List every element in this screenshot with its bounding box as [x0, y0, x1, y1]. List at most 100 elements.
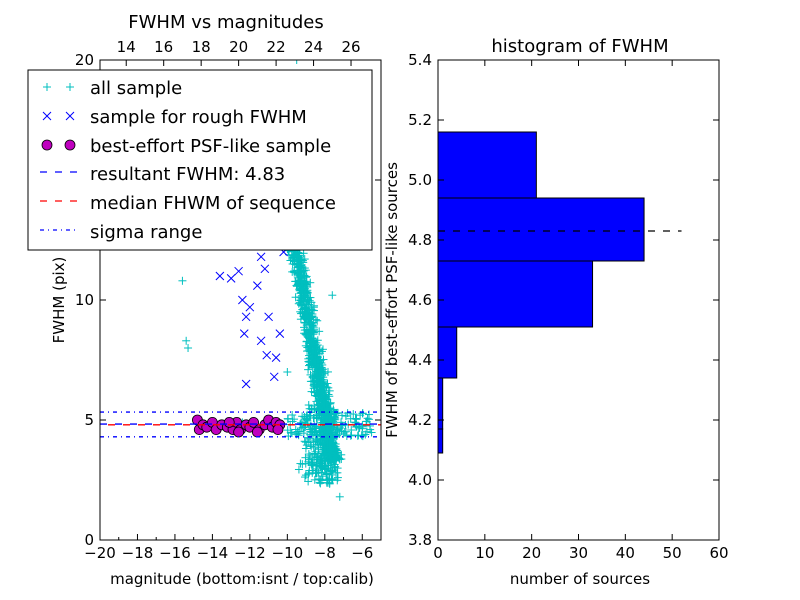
top-x-tick-label: 16	[154, 38, 173, 56]
data-point-plus	[330, 441, 339, 450]
legend-marker-x	[42, 111, 52, 121]
left-chart-title: FWHM vs magnitudes	[128, 12, 323, 33]
legend-marker-plus	[66, 83, 74, 91]
data-point-plus	[337, 418, 346, 427]
data-point-circle	[251, 426, 263, 438]
data-point-plus	[178, 276, 187, 285]
data-point-plus	[301, 459, 310, 468]
data-point-plus	[316, 440, 325, 449]
data-point-x	[241, 379, 251, 389]
data-point-plus	[313, 341, 322, 350]
right-x-axis-label: number of sources	[510, 570, 650, 588]
legend-entry-psf-sample: best-effort PSF-like sample	[41, 136, 331, 157]
data-point-plus	[325, 479, 334, 488]
data-point-plus	[318, 472, 327, 481]
right-plot-area	[438, 131, 682, 454]
data-point-circle	[233, 426, 245, 438]
data-point-plus	[314, 373, 323, 382]
data-point-plus	[307, 442, 316, 451]
data-point-plus	[301, 303, 310, 312]
data-point-plus	[358, 409, 367, 418]
data-point-x	[239, 329, 249, 338]
legend-marker-circle	[64, 139, 76, 151]
data-point-plus	[321, 457, 330, 466]
data-point-x	[253, 281, 262, 290]
data-point-plus	[301, 341, 310, 350]
data-point-circle	[272, 424, 284, 436]
x-tick-label: 60	[709, 544, 728, 562]
data-point-plus	[341, 412, 350, 421]
data-point-plus	[308, 460, 317, 469]
histogram-bar	[438, 131, 537, 199]
x-tick-label: −10	[272, 544, 304, 562]
legend-label: sample for rough FWHM	[90, 107, 307, 128]
data-point-plus	[305, 455, 314, 464]
data-point-plus	[292, 281, 301, 290]
legend-label: median FHWM of sequence	[90, 193, 336, 214]
x-tick-label: −8	[314, 544, 336, 562]
data-point-plus	[297, 278, 306, 287]
data-point-x	[260, 264, 270, 274]
data-point-plus	[314, 445, 323, 454]
data-point-plus	[182, 336, 191, 345]
data-point-plus	[317, 363, 326, 372]
top-x-tick-label: 14	[117, 38, 136, 56]
data-point-x	[234, 266, 243, 276]
data-point-plus	[289, 257, 298, 266]
data-point-plus	[300, 412, 309, 421]
data-point-plus	[300, 293, 309, 302]
y-tick-label: 4.8	[408, 231, 432, 249]
data-point-plus	[321, 448, 330, 457]
data-point-plus	[303, 316, 312, 325]
top-x-tick-label: 26	[341, 38, 360, 56]
data-point-plus	[333, 473, 342, 482]
right-axis-ticks: 0 10 20 30 40 50 60 3.8 4.0 4.2 4.4 4.6 4.8 5.0 5.2 5.4	[408, 51, 728, 562]
data-point-plus	[354, 431, 363, 440]
data-point-plus	[306, 328, 315, 337]
data-point-plus	[310, 421, 319, 430]
data-point-plus	[331, 468, 340, 477]
legend-marker-circle	[41, 139, 53, 151]
right-y-axis-label: FWHM of best-effort PSF-like sources	[383, 162, 401, 438]
histogram-bar	[438, 428, 444, 454]
legend-entry-all-sample: all sample	[43, 78, 182, 99]
legend-box	[27, 69, 373, 251]
data-point-plus	[317, 476, 326, 485]
right-histogram-panel: 0 10 20 30 40 50 60 3.8 4.0 4.2 4.4 4.6 4.8 5.0 5.2 5.4…	[383, 36, 729, 588]
legend-marker-circle	[41, 139, 76, 151]
data-point-plus	[324, 410, 333, 419]
data-point-x	[262, 350, 272, 360]
legend-label: all sample	[90, 78, 182, 99]
data-point-circle	[223, 416, 235, 428]
legend: all sample sample for rough FWHM best-ef…	[27, 69, 373, 251]
data-point-plus	[307, 387, 316, 396]
data-point-plus	[303, 419, 312, 428]
data-point-plus	[304, 477, 313, 486]
histogram-bar	[438, 197, 645, 262]
data-point-plus	[358, 424, 367, 433]
data-point-plus	[301, 438, 310, 447]
legend-entry-rough-sample: sample for rough FWHM	[42, 107, 307, 128]
data-point-plus	[340, 427, 349, 436]
data-point-plus	[315, 367, 324, 376]
data-point-plus	[288, 267, 297, 276]
y-tick-label: 4.2	[408, 411, 432, 429]
y-tick-label: 5.4	[408, 51, 432, 69]
data-point-plus	[299, 266, 308, 275]
data-point-plus	[317, 389, 326, 398]
data-point-plus	[328, 474, 337, 483]
data-point-plus	[292, 60, 301, 64]
data-point-plus	[315, 394, 324, 403]
data-point-plus	[320, 369, 329, 378]
data-point-plus	[309, 381, 318, 390]
left-scatter-panel: −20−18−16−14−12−10−8−6051015201416182022…	[27, 12, 382, 588]
data-point-plus	[298, 285, 307, 294]
data-point-plus	[321, 399, 330, 408]
data-point-plus	[332, 452, 341, 460]
data-point-plus	[313, 400, 322, 409]
data-point-plus	[323, 431, 332, 440]
data-point-plus	[364, 415, 373, 424]
right-chart-title: histogram of FWHM	[491, 36, 668, 57]
data-point-plus	[306, 278, 315, 287]
